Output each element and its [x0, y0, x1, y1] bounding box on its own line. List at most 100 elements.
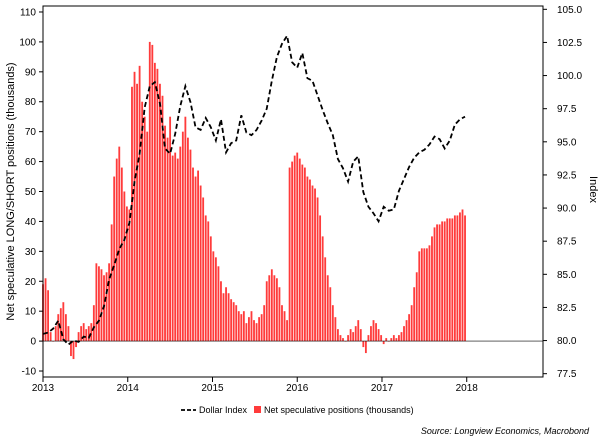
bar — [255, 323, 258, 342]
bar — [222, 293, 225, 342]
bar — [403, 326, 405, 342]
bar — [62, 302, 65, 342]
left-axis-title: Net speculative LONG/SHORT positions (th… — [5, 62, 17, 320]
bar — [258, 317, 261, 342]
left-tick-label: 50 — [25, 187, 37, 198]
bar — [415, 272, 418, 342]
bar — [319, 215, 322, 342]
bar — [352, 332, 355, 342]
bar — [125, 206, 128, 342]
bar — [448, 218, 451, 342]
right-tick-label: 102.5 — [557, 38, 582, 49]
bar — [207, 221, 210, 342]
left-axis-ticks: -10 0 10 20 30 40 50 60 70 80 90 100 110 — [19, 7, 43, 378]
right-tick-label: 77.5 — [557, 369, 577, 380]
bar — [273, 275, 276, 342]
bar — [377, 329, 380, 342]
bar — [67, 326, 70, 342]
left-tick-label: 10 — [25, 307, 37, 318]
bar — [354, 326, 357, 342]
bar — [120, 167, 123, 342]
bar — [242, 311, 245, 342]
bar — [113, 176, 116, 342]
bar — [133, 71, 136, 342]
bar — [87, 326, 90, 342]
bar — [174, 152, 177, 342]
left-tick-label: 90 — [25, 67, 37, 78]
bar — [189, 149, 192, 342]
bar — [85, 329, 88, 342]
bar — [245, 323, 248, 342]
left-tick-label: 40 — [25, 217, 37, 228]
bar — [438, 224, 441, 342]
bar — [359, 329, 362, 342]
bar — [296, 152, 299, 342]
bar — [54, 326, 57, 342]
bar — [80, 326, 83, 342]
bar — [298, 158, 301, 342]
bar — [436, 224, 438, 342]
bar — [446, 218, 449, 342]
bar — [138, 65, 141, 342]
bar — [423, 248, 426, 342]
bar — [265, 281, 268, 342]
bar — [204, 215, 207, 342]
bar — [410, 305, 413, 342]
legend-label-net-speculative-positions: Net speculative positions (thousands) — [264, 405, 414, 415]
bar — [278, 287, 281, 342]
bars-layer — [42, 41, 466, 360]
bar — [283, 311, 286, 342]
left-tick-label: 80 — [25, 97, 37, 108]
bar — [159, 83, 161, 342]
right-tick-label: 90.0 — [557, 204, 577, 215]
bar — [260, 314, 263, 342]
bar — [108, 263, 111, 342]
bar — [128, 209, 131, 342]
bar — [248, 317, 250, 342]
right-tick-label: 100.0 — [557, 71, 582, 82]
bar — [326, 275, 329, 342]
bar — [288, 167, 291, 342]
bar — [293, 155, 296, 342]
bar — [237, 311, 240, 342]
bar — [291, 161, 294, 342]
left-tick-label: 60 — [25, 157, 37, 168]
right-tick-label: 95.0 — [557, 137, 577, 148]
bar — [441, 221, 444, 342]
bar — [362, 341, 365, 348]
bar — [390, 338, 393, 342]
bar — [156, 68, 159, 342]
bar — [187, 137, 189, 342]
bar — [232, 302, 235, 342]
bar — [57, 314, 60, 342]
bar — [72, 341, 75, 360]
bar — [47, 290, 49, 342]
bar — [95, 263, 98, 342]
bar — [398, 335, 400, 342]
bar — [420, 248, 423, 342]
bar — [169, 116, 172, 342]
right-tick-label: 85.0 — [557, 270, 577, 281]
bar — [339, 335, 342, 342]
bar — [70, 341, 72, 357]
bar — [433, 227, 436, 342]
x-tick-label: 2016 — [286, 383, 309, 394]
right-tick-label: 92.5 — [557, 170, 577, 181]
bar — [77, 332, 80, 342]
bar — [461, 209, 464, 342]
left-tick-label: 30 — [25, 247, 37, 258]
bar — [443, 221, 446, 342]
bar — [395, 338, 398, 342]
bar — [306, 176, 309, 342]
bar — [364, 341, 367, 354]
legend: Dollar Index Net speculative positions (… — [181, 405, 414, 415]
bar — [413, 287, 416, 342]
bar — [194, 176, 197, 342]
bar — [92, 305, 95, 342]
bar — [131, 86, 133, 342]
bar — [184, 116, 187, 342]
bar — [334, 317, 337, 342]
bar — [281, 305, 283, 342]
bar — [253, 320, 255, 342]
bar — [153, 62, 156, 342]
